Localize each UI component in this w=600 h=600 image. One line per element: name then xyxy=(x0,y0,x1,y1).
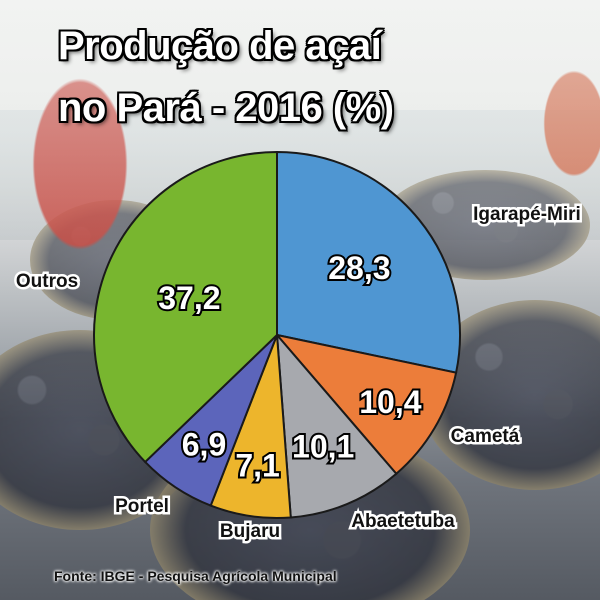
category-label-1: Cametá xyxy=(451,426,520,447)
data-label-2: 10,1 xyxy=(292,429,354,465)
data-label-0: 28,3 xyxy=(328,250,390,286)
data-label-4: 6,9 xyxy=(182,427,226,463)
data-label-5: 37,2 xyxy=(158,280,220,316)
pie-slice-0 xyxy=(276,150,461,374)
data-label-1: 10,4 xyxy=(359,384,421,420)
category-label-5: Outros xyxy=(16,271,78,292)
chart-title-line-2: no Pará - 2016 (%) xyxy=(58,86,394,130)
pie-slice-2 xyxy=(275,332,398,519)
source-note: Fonte: IBGE - Pesquisa Agrícola Municipa… xyxy=(54,568,337,584)
category-label-2: Abaetetuba xyxy=(351,511,455,532)
data-label-3: 7,1 xyxy=(235,447,279,483)
category-label-4: Portel xyxy=(115,496,169,517)
pie-slice-5 xyxy=(93,150,278,464)
chart-title-line-1: Produção de açaí xyxy=(58,24,382,68)
category-label-0: Igarapé-Miri xyxy=(473,204,581,225)
category-label-3: Bujaru xyxy=(220,521,280,542)
pie-slice-1 xyxy=(274,333,458,476)
